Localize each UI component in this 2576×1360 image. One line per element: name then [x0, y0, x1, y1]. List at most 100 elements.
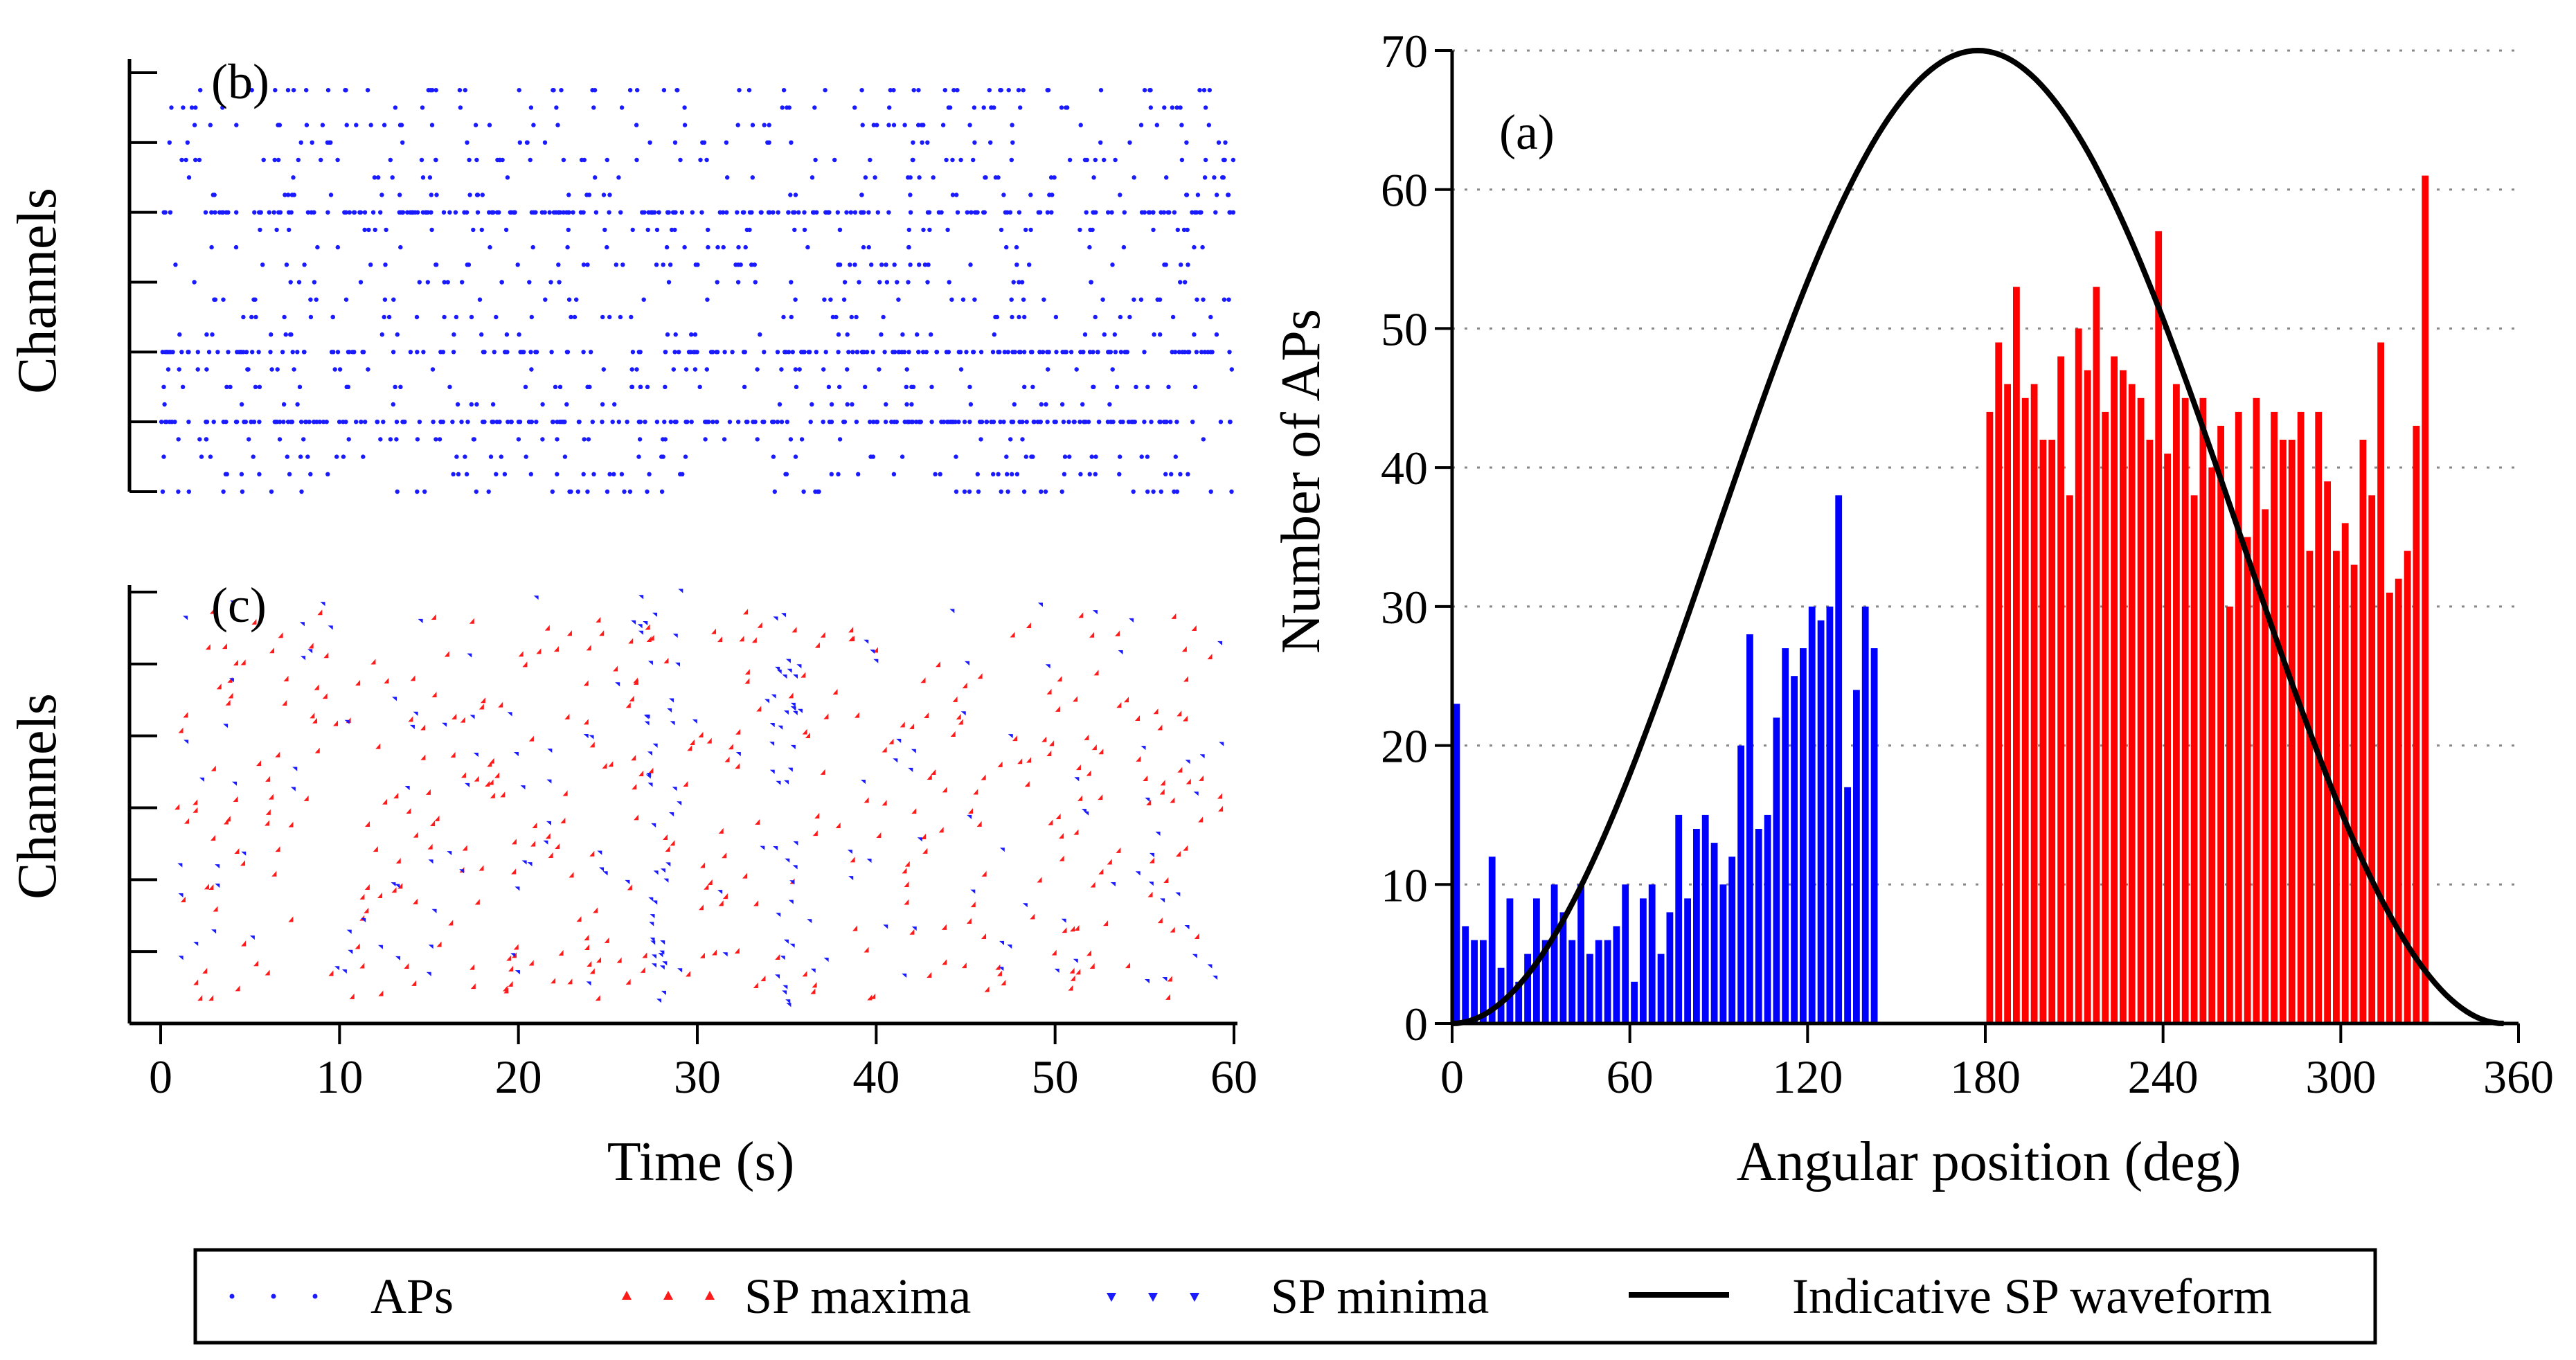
- ap-point: [481, 420, 485, 424]
- panel-a-ytick-label: 70: [1381, 25, 1428, 78]
- ap-point: [1139, 210, 1145, 215]
- ap-point: [347, 210, 352, 215]
- ap-point: [911, 88, 916, 93]
- ap-point: [823, 350, 828, 355]
- ap-point: [646, 210, 651, 215]
- histogram-bar: [1746, 634, 1753, 1023]
- sp-maxima-point: [1098, 868, 1104, 875]
- ap-point: [826, 384, 832, 389]
- panel-a-xtick-label: 60: [1607, 1050, 1654, 1103]
- ap-point: [1226, 297, 1231, 302]
- sp-maxima-point: [924, 713, 929, 719]
- ap-point: [454, 454, 459, 459]
- histogram-bar: [2288, 440, 2296, 1023]
- ap-point: [618, 314, 623, 320]
- sp-minima-point: [670, 721, 675, 726]
- ap-point: [1122, 350, 1127, 355]
- ap-point: [357, 210, 362, 215]
- panel-c-xtick-label: 0: [149, 1050, 172, 1103]
- ap-point: [879, 332, 884, 337]
- ap-point: [502, 472, 508, 476]
- sp-maxima-point: [753, 982, 758, 988]
- ap-point: [722, 437, 727, 442]
- ap-point: [366, 227, 371, 233]
- ap-point: [662, 420, 667, 424]
- sp-maxima-point: [205, 644, 211, 650]
- ap-point: [328, 193, 334, 197]
- sp-maxima-point: [193, 807, 198, 813]
- ap-point: [641, 297, 646, 302]
- ap-point: [1129, 420, 1134, 424]
- ap-point: [1014, 244, 1019, 250]
- ap-point: [555, 437, 560, 442]
- ap-point: [792, 210, 797, 215]
- ap-point: [1059, 402, 1065, 407]
- ap-point: [884, 262, 888, 267]
- ap-point: [208, 454, 213, 459]
- ap-point: [744, 227, 750, 233]
- sp-maxima-point: [1177, 767, 1183, 773]
- sp-maxima-point: [589, 742, 595, 748]
- sp-maxima-point: [1068, 985, 1073, 991]
- sp-minima-point: [866, 859, 872, 864]
- ap-point: [168, 210, 173, 215]
- ap-point: [607, 193, 612, 197]
- sp-minima-point: [527, 862, 533, 867]
- ap-point: [346, 350, 351, 355]
- ap-point: [607, 472, 612, 476]
- ap-point: [555, 420, 560, 424]
- panel-a-ytick-label: 40: [1381, 442, 1428, 494]
- sp-maxima-point: [1115, 630, 1120, 636]
- ap-point: [1084, 210, 1089, 215]
- ap-point: [1062, 472, 1067, 476]
- sp-minima-point: [223, 724, 229, 728]
- ap-point: [286, 193, 291, 197]
- sp-maxima-point: [627, 884, 632, 891]
- sp-maxima-point: [404, 963, 409, 969]
- sp-maxima-point: [1116, 702, 1122, 708]
- ap-point: [1192, 332, 1197, 337]
- ap-point: [1043, 489, 1048, 494]
- ap-point: [668, 262, 673, 267]
- sp-minima-point: [652, 963, 657, 968]
- sp-minima-point: [661, 990, 666, 995]
- ap-point: [1004, 244, 1009, 250]
- ap-point: [566, 297, 572, 302]
- sp-minima-point: [965, 661, 970, 665]
- histogram-bar: [1488, 857, 1496, 1023]
- ap-point: [683, 420, 688, 424]
- ap-point: [474, 489, 478, 494]
- ap-point: [423, 210, 428, 215]
- ap-point: [354, 420, 359, 424]
- sp-maxima-point: [500, 791, 506, 798]
- ap-point: [808, 420, 813, 424]
- sp-minima-point: [515, 886, 520, 891]
- ap-point: [464, 472, 469, 476]
- ap-point: [384, 227, 388, 233]
- ap-point: [186, 420, 191, 424]
- ap-point: [391, 350, 396, 355]
- sp-maxima-point: [638, 770, 644, 776]
- ap-point: [260, 262, 265, 267]
- ap-point: [308, 314, 314, 320]
- ap-point: [1202, 175, 1208, 180]
- ap-point: [393, 105, 398, 110]
- sp-maxima-point: [1055, 814, 1061, 820]
- ap-point: [212, 193, 217, 197]
- sp-minima-point: [807, 919, 812, 924]
- ap-point: [551, 88, 556, 93]
- sp-maxima-point: [265, 969, 270, 976]
- sp-minima-point: [586, 981, 591, 986]
- ap-point: [159, 420, 164, 424]
- ap-point: [1077, 420, 1082, 424]
- sp-maxima-point: [503, 985, 508, 992]
- sp-maxima-point: [1001, 979, 1006, 985]
- sp-maxima-point: [586, 645, 591, 651]
- ap-point: [486, 489, 491, 494]
- ap-point: [319, 157, 323, 163]
- ap-point: [304, 123, 310, 127]
- ap-point: [1148, 105, 1154, 110]
- sp-minima-point: [662, 961, 668, 966]
- ap-point: [871, 420, 876, 424]
- ap-point: [528, 350, 533, 355]
